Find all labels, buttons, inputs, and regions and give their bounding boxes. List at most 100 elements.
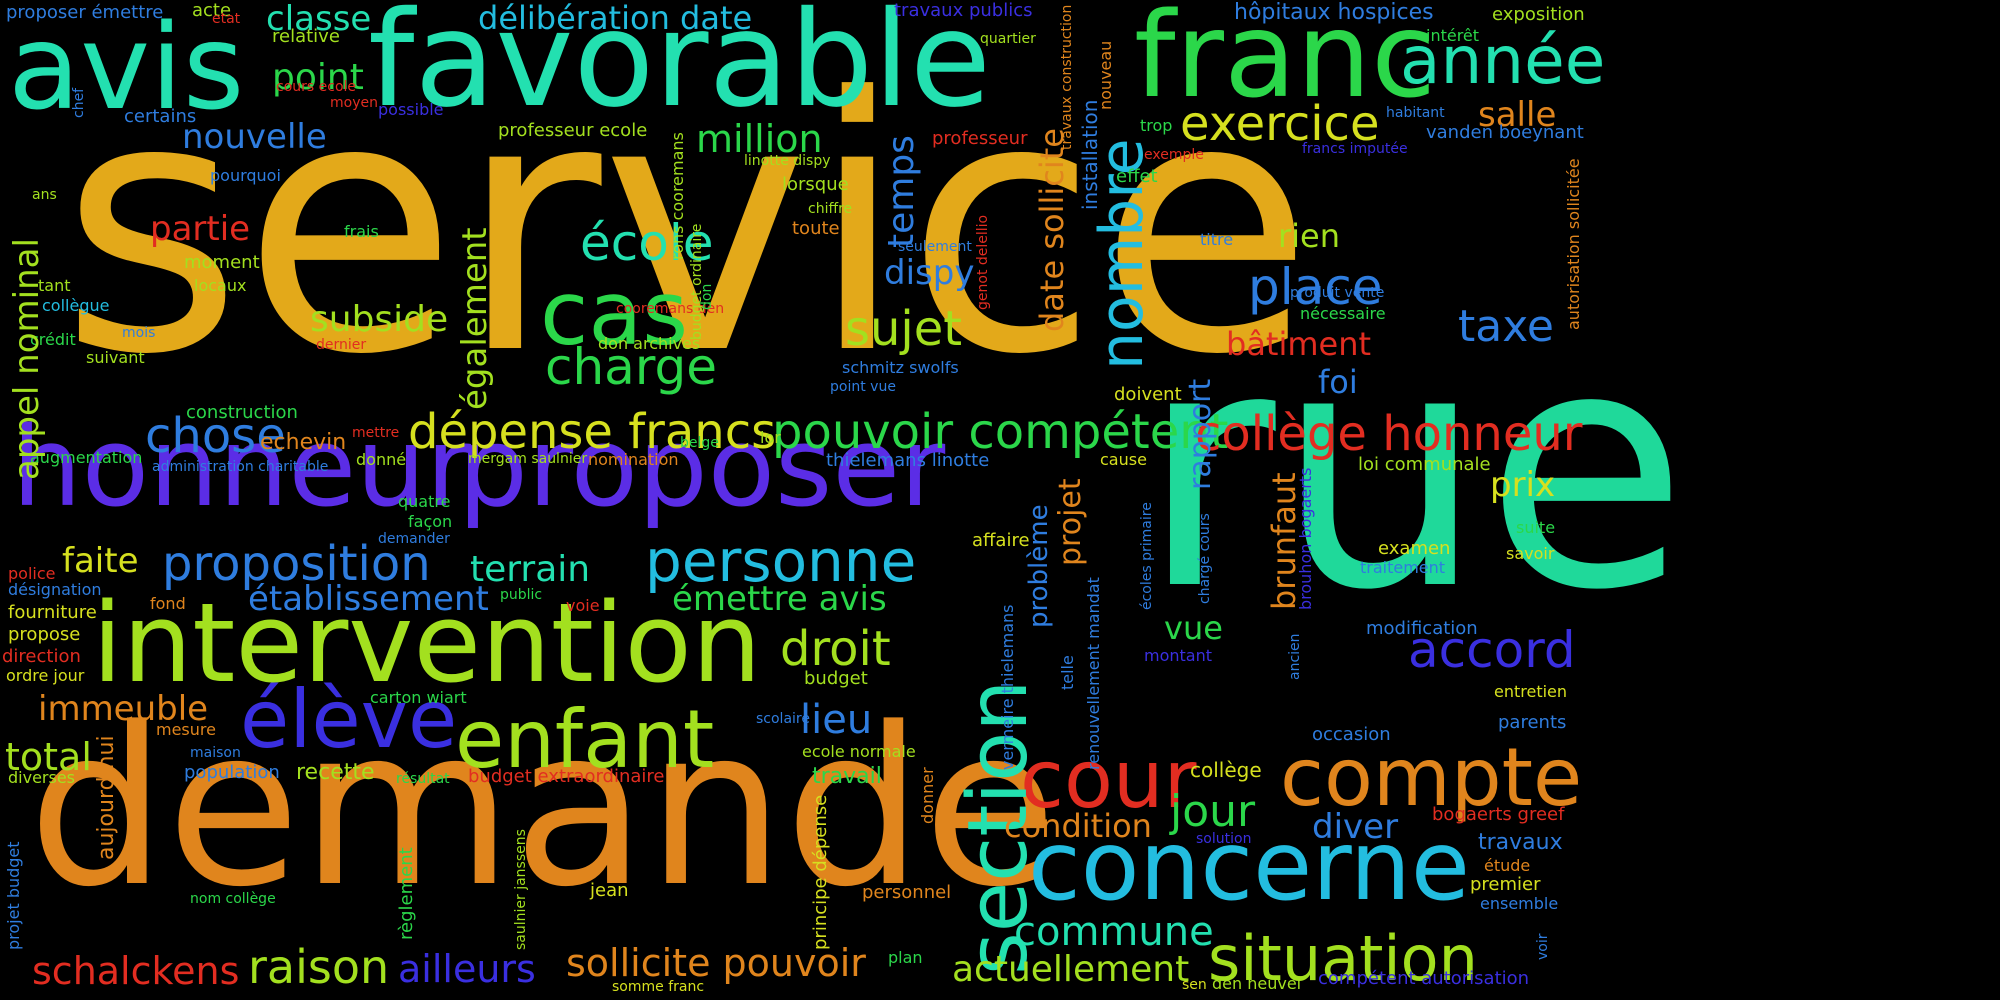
word-genot-delellio: genot delellio [975, 214, 991, 310]
word-prix: prix [1490, 465, 1556, 505]
word-occasion: occasion [1312, 724, 1391, 745]
word-cooremans-den: cooremans den [616, 301, 725, 317]
word-college: collège [1190, 758, 1262, 782]
word-compte: compte [1280, 731, 1583, 824]
word-quatre: quatre [398, 492, 451, 511]
word-parents: parents [1498, 712, 1567, 733]
word-suite: suite [1516, 518, 1556, 537]
word-thielemans-linotte: thielemans linotte [826, 450, 990, 471]
word-possible: possible [378, 100, 444, 119]
word-examen: examen [1378, 538, 1451, 559]
word-mergam-saulnier: mergam saulnier [468, 451, 588, 467]
word-maison: maison [190, 745, 241, 761]
word-ailleurs: ailleurs [398, 947, 536, 991]
word-ecole: école [580, 214, 714, 272]
word-subside: subside [310, 299, 449, 340]
word-lorsque: lorsque [782, 174, 849, 195]
word-hopitaux-hospices: hôpitaux hospices [1234, 0, 1434, 25]
word-batiment: bâtiment [1226, 325, 1372, 363]
word-concerne: concerne [1028, 810, 1470, 922]
word-affaire: affaire [972, 530, 1030, 551]
word-exemple: exemple [1144, 147, 1204, 163]
word-cause: cause [1100, 450, 1147, 469]
word-direction: direction [2, 646, 81, 667]
word-classe: classe [266, 0, 372, 39]
word-rien: rien [1278, 217, 1341, 255]
word-credit: crédit [30, 330, 76, 349]
word-installation: installation [1078, 99, 1102, 210]
word-seulement: seulement [898, 239, 972, 255]
word-effet: effet [1116, 166, 1158, 187]
word-mesure: mesure [156, 720, 216, 739]
word-aujourd-hui: aujourd hui [94, 735, 119, 860]
word-certains: certains [124, 106, 197, 127]
word-demander: demander [378, 531, 450, 547]
word-voir: voir [1535, 933, 1551, 961]
word-scolaire: scolaire [756, 711, 810, 727]
word-personnel: personnel [862, 882, 952, 903]
word-mois: mois [122, 325, 156, 341]
word-commune: commune [1014, 909, 1214, 955]
word-frais: frais [344, 222, 379, 241]
word-chiffre: chiffre [808, 201, 853, 217]
word-competent-autorisation: compétent autorisation [1318, 968, 1530, 989]
word-point-vue: point vue [830, 379, 896, 395]
word-necessaire: nécessaire [1300, 304, 1386, 323]
word-moment: moment [184, 252, 260, 273]
word-salle: salle [1478, 95, 1557, 135]
word-suivant: suivant [86, 348, 145, 367]
word-schalckens: schalckens [32, 949, 240, 993]
word-situation: situation [1208, 922, 1478, 995]
word-eleve: élève [240, 673, 458, 766]
word-ecole-normale: ecole normale [802, 742, 916, 761]
word-nomination: nomination [588, 450, 679, 469]
word-vue: vue [1164, 609, 1223, 647]
word-public: public [500, 587, 543, 603]
word-service: service [60, 23, 1314, 431]
word-nouvelle: nouvelle [182, 117, 327, 157]
word-nouveau: nouveau [1096, 40, 1115, 110]
word-charge-cours: chargé cours [1197, 513, 1213, 604]
word-ensemble: ensemble [1480, 894, 1559, 913]
word-voie: voie [566, 596, 600, 615]
word-entretien: entretien [1494, 682, 1568, 701]
word-faite: faite [62, 541, 139, 581]
word-sollicite-pouvoir: sollicite pouvoir [566, 941, 866, 985]
word-enfant: enfant [455, 693, 715, 786]
word-acte: acte [192, 0, 232, 21]
word-pourquoi: pourquoi [210, 166, 281, 185]
word-accord: accord [1408, 621, 1576, 679]
word-mettre: mettre [352, 425, 400, 441]
word-premier: premier [1470, 874, 1541, 895]
word-chef: chef [71, 87, 87, 118]
word-modification: modification [1366, 618, 1478, 639]
word-charge: charge [545, 338, 717, 396]
word-telle: telle [1058, 655, 1077, 690]
word-budget-extraordinaire: budget extraordinaire [468, 766, 665, 787]
word-ans: ans [32, 187, 57, 203]
word-projet: projet [1053, 478, 1088, 566]
word-proposer-emettre: proposer émettre [6, 2, 164, 23]
word-loi-communale: loi communale [1358, 454, 1491, 475]
word-bogaerts-greef: bogaerts greef [1432, 804, 1565, 825]
word-diverses: diverses [8, 768, 76, 787]
word-egalement: également [455, 227, 495, 410]
word-echevin: echevin [260, 430, 347, 455]
word-carton-wiart: carton wiart [370, 688, 467, 707]
word-etat: etat [212, 11, 241, 27]
word-travaux-publics: travaux publics [894, 0, 1033, 21]
word-proposition: proposition [162, 536, 431, 592]
word-honneur: honneur [12, 403, 472, 531]
word-autorisation-sollicitee: autorisation sollicitée [1564, 158, 1583, 330]
word-foi: foi [1318, 363, 1358, 401]
word-rue: rue [1140, 278, 1688, 662]
word-saulnier-janssens: saulnier janssens [513, 829, 529, 950]
word-construction: construction [186, 402, 298, 423]
word-franc: franc [1134, 0, 1437, 124]
word-emettre-avis: émettre avis [672, 579, 887, 619]
word-fourniture: fourniture [8, 602, 97, 623]
word-cours-ecole: cours ecole [276, 79, 357, 95]
word-belge: belge [680, 435, 719, 451]
word-den-heuvel: den heuvel [1212, 974, 1302, 993]
